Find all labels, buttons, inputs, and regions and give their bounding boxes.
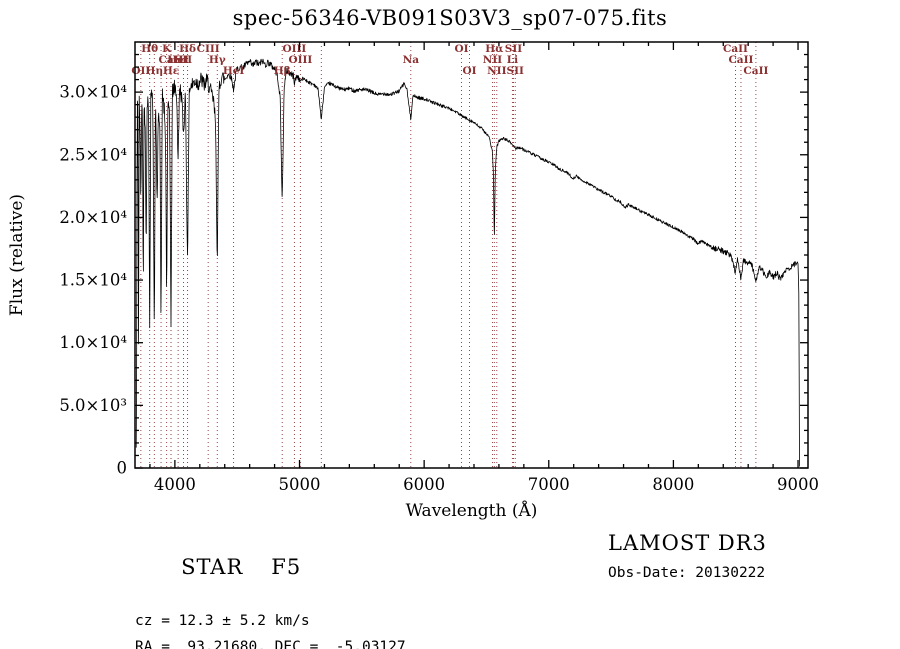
svg-text:OII: OII xyxy=(131,65,150,77)
svg-text:3.0×10⁴: 3.0×10⁴ xyxy=(59,83,127,102)
y-tick-labels: 0 5.0×10³ 1.0×10⁴ 1.5×10⁴ 2.0×10⁴ 2.5×10⁴ 3.0×… xyxy=(59,83,127,478)
svg-text:Hε: Hε xyxy=(163,65,179,77)
svg-text:Hα: Hα xyxy=(485,43,503,55)
svg-text:OIII: OIII xyxy=(282,43,306,55)
svg-text:Hγ: Hγ xyxy=(209,54,226,66)
svg-text:Na: Na xyxy=(403,54,420,66)
svg-text:K: K xyxy=(162,43,172,55)
svg-text:CaII: CaII xyxy=(159,54,184,66)
spectral-lines-group xyxy=(140,42,757,468)
star-subtype-label: F5 xyxy=(271,555,302,579)
svg-text:NII: NII xyxy=(487,65,507,77)
svg-text:6000: 6000 xyxy=(403,475,445,494)
svg-text:9000: 9000 xyxy=(777,475,819,494)
svg-text:OIII: OIII xyxy=(288,54,312,66)
survey-name: LAMOST DR3 xyxy=(608,531,767,555)
axes-group xyxy=(135,42,808,469)
plot-title: spec-56346-VB091S03V3_sp07-075.fits xyxy=(232,6,668,30)
x-axis-label: Wavelength (Å) xyxy=(406,500,538,521)
svg-text:SII: SII xyxy=(175,54,192,66)
plot-border xyxy=(134,41,809,469)
svg-text:CaII: CaII xyxy=(723,43,748,55)
svg-text:Hη: Hη xyxy=(146,65,164,77)
svg-text:4000: 4000 xyxy=(154,475,196,494)
svg-text:SII: SII xyxy=(505,43,522,55)
svg-text:OI: OI xyxy=(462,65,476,77)
svg-text:HeI: HeI xyxy=(223,65,245,77)
svg-text:OI: OI xyxy=(454,43,468,55)
spectrum-path xyxy=(135,58,800,467)
x-tick-labels: 4000 5000 6000 7000 8000 9000 xyxy=(154,475,819,494)
svg-text:SII: SII xyxy=(507,65,524,77)
svg-text:Hθ: Hθ xyxy=(141,43,158,55)
target-info: STAR F5 cz = 12.3 ± 5.2 km/s RA = 93.2168… xyxy=(135,531,406,649)
svg-text:Hδ: Hδ xyxy=(179,43,196,55)
svg-text:8000: 8000 xyxy=(652,475,694,494)
svg-text:HeI: HeI xyxy=(167,54,189,66)
ra-dec-value: RA = 93.21680, DEC = -5.03127 xyxy=(135,639,406,649)
y-axis-label: Flux (relative) xyxy=(7,194,27,316)
svg-text:1.5×10⁴: 1.5×10⁴ xyxy=(59,271,127,290)
cz-value: cz = 12.3 ± 5.2 km/s xyxy=(135,613,310,629)
svg-text:0: 0 xyxy=(117,459,128,478)
svg-text:Li: Li xyxy=(507,54,518,66)
svg-text:2.5×10⁴: 2.5×10⁴ xyxy=(59,145,127,164)
svg-text:Hβ: Hβ xyxy=(274,65,291,77)
svg-text:5.0×10³: 5.0×10³ xyxy=(59,396,127,415)
star-classification: STAR F5 xyxy=(135,531,406,603)
svg-text:CaII: CaII xyxy=(728,54,753,66)
svg-text:5000: 5000 xyxy=(279,475,321,494)
svg-text:CIII: CIII xyxy=(197,43,220,55)
svg-text:CaII: CaII xyxy=(743,65,768,77)
survey-info: LAMOST DR3 Obs-Date: 20130222 xyxy=(608,531,767,581)
svg-text:7000: 7000 xyxy=(528,475,570,494)
svg-text:1.0×10⁴: 1.0×10⁴ xyxy=(59,333,127,352)
svg-text:NII: NII xyxy=(483,54,503,66)
obs-date: Obs-Date: 20130222 xyxy=(608,565,766,581)
star-class-label: STAR xyxy=(181,555,244,579)
svg-text:2.0×10⁴: 2.0×10⁴ xyxy=(59,208,127,227)
